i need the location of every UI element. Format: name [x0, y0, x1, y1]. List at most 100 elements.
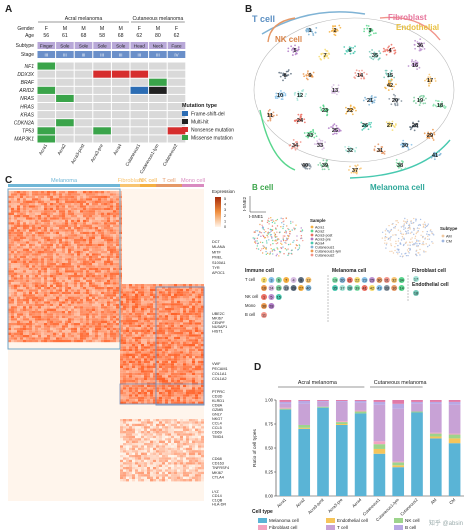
heatmap-cell	[104, 275, 107, 278]
heatmap-cell	[186, 291, 189, 294]
heatmap-cell	[95, 215, 98, 218]
heatmap-cell	[50, 234, 53, 237]
heatmap-cell	[92, 203, 95, 206]
heatmap-cell	[101, 291, 104, 295]
heatmap-cell	[35, 296, 38, 299]
tcell-cluster-label: 7	[285, 279, 287, 283]
heatmap-cell	[71, 325, 74, 328]
heatmap-cell	[144, 356, 147, 359]
heatmap-cell	[26, 301, 29, 304]
tsne-point	[314, 31, 317, 34]
heatmap-cell	[107, 251, 110, 254]
mutation-cell-empty	[93, 86, 111, 94]
heatmap-cell	[38, 200, 41, 203]
heatmap-cell	[95, 248, 98, 251]
heatmap-cell	[92, 337, 95, 340]
tsne-point	[409, 126, 412, 129]
heatmap-cell	[201, 346, 204, 349]
heatmap-cell	[80, 332, 83, 335]
heatmap-cell	[192, 300, 195, 304]
tsne-point	[335, 132, 338, 135]
heatmap-cell	[171, 298, 174, 301]
heatmap-cell	[38, 272, 41, 275]
heatmap-cell	[29, 200, 32, 203]
cluster-label: 31	[377, 148, 383, 154]
heatmap-cell	[171, 329, 174, 332]
heatmap-cell	[38, 270, 41, 273]
heatmap-cell	[107, 296, 110, 299]
sample-legend-label: Acra3-pre	[315, 238, 331, 242]
heatmap-cell	[198, 284, 201, 287]
heatmap-cell	[162, 298, 165, 301]
heatmap-cell	[23, 198, 26, 201]
heatmap-cell	[86, 272, 89, 275]
heatmap-cell	[168, 300, 171, 304]
heatmap-cell	[126, 332, 129, 335]
heatmap-cell	[95, 301, 98, 304]
age-value: 56	[43, 33, 49, 39]
heatmap-cell	[150, 288, 153, 292]
heatmap-cell	[35, 308, 38, 311]
heatmap-cell	[80, 248, 83, 251]
heatmap-cell	[74, 236, 77, 239]
heatmap-cell	[59, 255, 62, 259]
heatmap-cell	[59, 275, 62, 278]
tsne-point	[300, 118, 303, 120]
heatmap-cell	[107, 255, 110, 259]
heatmap-cell	[86, 291, 89, 295]
heatmap-cell	[32, 224, 35, 227]
heatmap-cell	[113, 315, 116, 319]
heatmap-cell	[65, 272, 68, 275]
heatmap-cell	[92, 200, 95, 203]
heatmap-cell	[110, 325, 113, 328]
heatmap-cell	[47, 282, 50, 285]
heatmap-cell	[126, 334, 129, 337]
heatmap-cell	[129, 320, 132, 323]
heatmap-cell	[23, 193, 26, 196]
heatmap-cell	[8, 227, 11, 230]
heatmap-cell	[50, 323, 53, 326]
heatmap-cell	[23, 246, 26, 249]
heatmap-cell	[101, 207, 104, 211]
mutation-cell	[56, 119, 74, 127]
heatmap-cell	[98, 289, 101, 292]
heatmap-cell	[83, 337, 86, 340]
tsne-point	[291, 54, 294, 56]
sample-tsne-point	[282, 246, 284, 248]
heatmap-cell	[83, 248, 86, 251]
heatmap-cell	[83, 306, 86, 309]
heatmap-cell	[141, 284, 144, 287]
heatmap-cell	[180, 288, 183, 292]
heatmap-cell	[116, 227, 119, 230]
tsne-point	[281, 98, 284, 101]
heatmap-cell	[86, 296, 89, 299]
mutation-cell-empty	[74, 103, 93, 111]
heatmap-cell	[38, 315, 41, 319]
heatmap-cell	[74, 308, 77, 311]
heatmap-cell	[17, 246, 20, 249]
heatmap-cell	[50, 200, 53, 203]
heatmap-cell	[44, 224, 47, 227]
heatmap-cell	[86, 263, 89, 266]
heatmap-cell	[147, 308, 150, 311]
heatmap-cell	[20, 277, 23, 280]
mutation-cell-empty	[111, 62, 130, 70]
cluster-label: 28	[412, 123, 418, 129]
tsne-point	[339, 26, 342, 29]
heatmap-cell	[56, 289, 59, 292]
heatmap-cell	[126, 312, 129, 316]
melanoma-cluster	[369, 285, 375, 291]
heatmap-cell	[14, 330, 17, 333]
heatmap-cell	[32, 195, 35, 199]
heatmap-group-bar	[140, 184, 156, 187]
heatmap-cell	[80, 275, 83, 278]
heatmap-cell	[113, 258, 116, 261]
tsne-point	[344, 52, 347, 55]
heatmap-cell	[26, 255, 29, 259]
heatmap-cell	[123, 329, 126, 332]
tsne-point	[352, 171, 355, 174]
heatmap-cell	[14, 203, 17, 206]
heatmap-cell	[65, 255, 68, 259]
subtype-tsne-point	[404, 227, 407, 229]
heatmap-cell	[56, 200, 59, 203]
